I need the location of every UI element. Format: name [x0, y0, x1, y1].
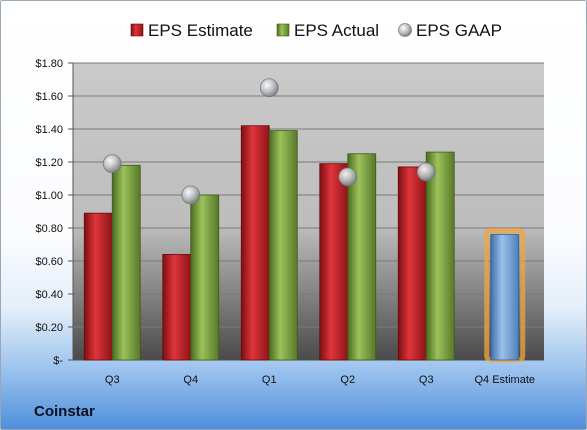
eps-actual-bar — [425, 151, 455, 361]
y-tick-label: $0.40 — [35, 289, 63, 301]
y-tick-label: $1.20 — [35, 157, 63, 169]
legend-label: EPS GAAP — [416, 21, 502, 40]
y-tick-label: $- — [53, 355, 63, 367]
x-tick-label: Q3 — [105, 374, 120, 386]
legend-gaap-marker — [398, 23, 412, 37]
x-axis: Q3 Q4 Q1 Q2 Q3 Q4 Estimate — [73, 359, 544, 386]
gridlines — [73, 62, 544, 361]
y-tick-label: $0.60 — [35, 256, 63, 268]
plot-area — [73, 63, 544, 360]
legend-label: EPS Estimate — [148, 21, 253, 40]
eps-estimate-bar — [83, 212, 113, 361]
y-tick-label: $0.80 — [35, 223, 63, 235]
legend-actual-marker — [276, 23, 290, 37]
y-tick-label: $1.40 — [35, 124, 63, 136]
eps-actual-bar — [347, 153, 377, 361]
eps-estimate-bar — [319, 163, 349, 361]
eps-gaap-point — [102, 154, 122, 174]
q4-estimate-bar — [490, 234, 520, 361]
legend-estimate-marker — [130, 23, 144, 37]
eps-actual-bar — [268, 130, 298, 361]
y-tick-label: $1.60 — [35, 91, 63, 103]
gaap-points — [102, 78, 436, 205]
eps-estimate-bar — [240, 125, 270, 361]
legend-label: EPS Actual — [294, 21, 379, 40]
y-tick-label: $0.20 — [35, 322, 63, 334]
x-tick-label: Q2 — [340, 374, 355, 386]
eps-gaap-point — [181, 185, 201, 205]
x-tick-label: Q4 Estimate — [474, 374, 535, 386]
y-tick-label: $1.00 — [35, 190, 63, 202]
eps-estimate-bar — [162, 253, 192, 361]
eps-gaap-point — [338, 167, 358, 187]
eps-gaap-point — [259, 78, 279, 98]
eps-estimate-bar — [397, 166, 427, 361]
bars — [83, 125, 526, 363]
legend: EPS Estimate EPS Actual EPS GAAP — [130, 21, 502, 40]
y-tick-label: $1.80 — [35, 58, 63, 70]
company-name: Coinstar — [34, 403, 95, 420]
eps-actual-bar — [190, 194, 220, 361]
x-tick-label: Q4 — [183, 374, 198, 386]
eps-gaap-point — [416, 162, 436, 182]
y-axis: $- $0.20 $0.40 $0.60 $0.80 $1.00 $1.20 $1.40 $1.… — [35, 58, 74, 367]
eps-actual-bar — [111, 164, 141, 361]
x-tick-label: Q3 — [419, 374, 434, 386]
x-tick-label: Q1 — [262, 374, 277, 386]
